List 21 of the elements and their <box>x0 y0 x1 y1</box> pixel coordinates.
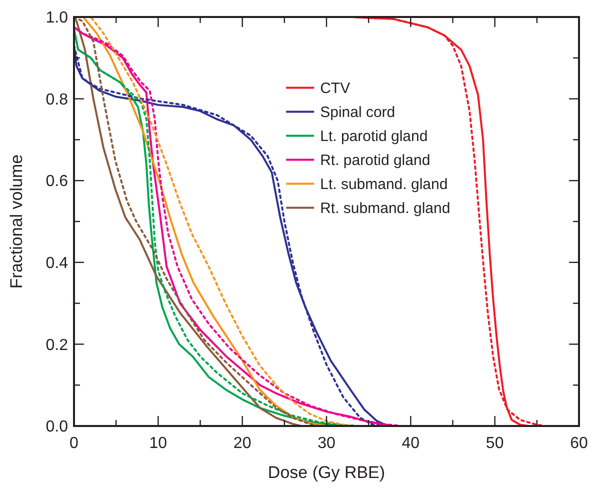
legend-label: Lt. submand. gland <box>320 176 448 193</box>
legend-label: Rt. submand. gland <box>320 200 450 217</box>
y-axis-title: Fractional volume <box>7 154 26 289</box>
x-tick-label: 30 <box>318 435 336 452</box>
x-tick-label: 50 <box>486 435 504 452</box>
x-tick-label: 0 <box>70 435 79 452</box>
x-tick-label: 60 <box>570 435 588 452</box>
y-tick-label: 0.4 <box>46 255 68 272</box>
legend-label: Spinal cord <box>320 104 396 121</box>
legend-label: Lt. parotid gland <box>320 128 428 145</box>
legend-label: Rt. parotid gland <box>320 152 430 169</box>
y-tick-label: 0.6 <box>46 173 68 190</box>
y-tick-label: 1.0 <box>46 10 68 27</box>
x-tick-label: 40 <box>402 435 420 452</box>
legend-label: CTV <box>320 80 350 97</box>
y-tick-label: 0.2 <box>46 336 68 354</box>
y-tick-label: 0.8 <box>46 91 68 108</box>
x-tick-label: 10 <box>149 435 168 452</box>
x-axis-title: Dose (Gy RBE) <box>268 463 386 482</box>
y-tick-label: 0.0 <box>46 418 68 436</box>
x-tick-label: 20 <box>233 435 252 452</box>
